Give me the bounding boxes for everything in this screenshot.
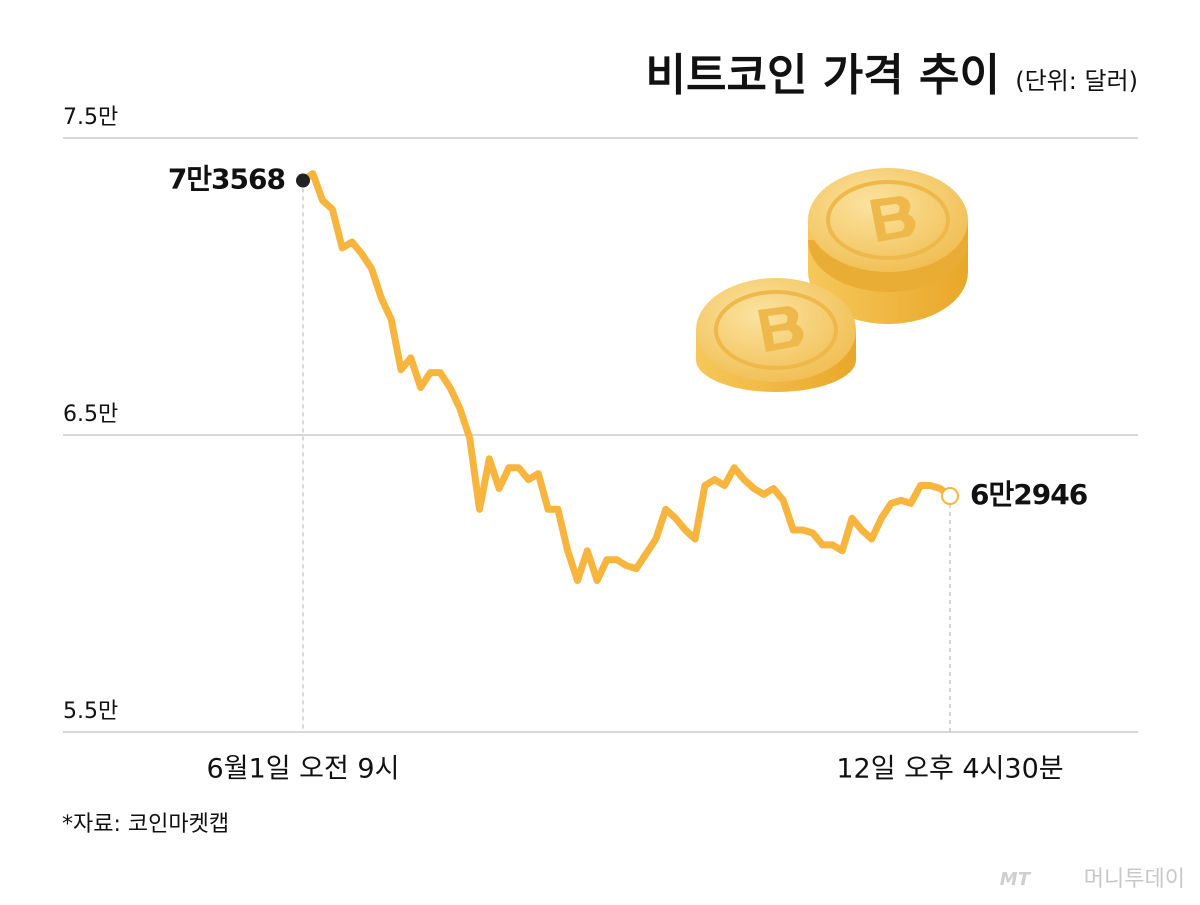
price-line	[299, 170, 954, 584]
end-point	[941, 487, 959, 506]
y-tick-label: 7.5만	[63, 105, 118, 130]
svg-text:MT: MT	[1000, 869, 1032, 890]
y-tick-label: 6.5만	[63, 402, 118, 427]
source-note: *자료: 코인마켓캡	[62, 812, 229, 837]
unit-label: (단위: 달러)	[1015, 67, 1138, 95]
y-tick-label: 5.5만	[63, 699, 118, 724]
end-point	[296, 173, 310, 188]
x-tick-label: 6월1일 오전 9시	[207, 754, 400, 785]
credit: 머니투데이	[1084, 867, 1185, 892]
coin-illustration	[696, 168, 968, 392]
data-label: 6만2946	[970, 478, 1087, 511]
data-label: 7만3568	[168, 163, 285, 196]
credit-logo: MT	[1000, 869, 1032, 890]
x-tick-label: 12일 오후 4시30분	[836, 754, 1063, 785]
chart-title: 비트코인 가격 추이	[646, 50, 1000, 101]
